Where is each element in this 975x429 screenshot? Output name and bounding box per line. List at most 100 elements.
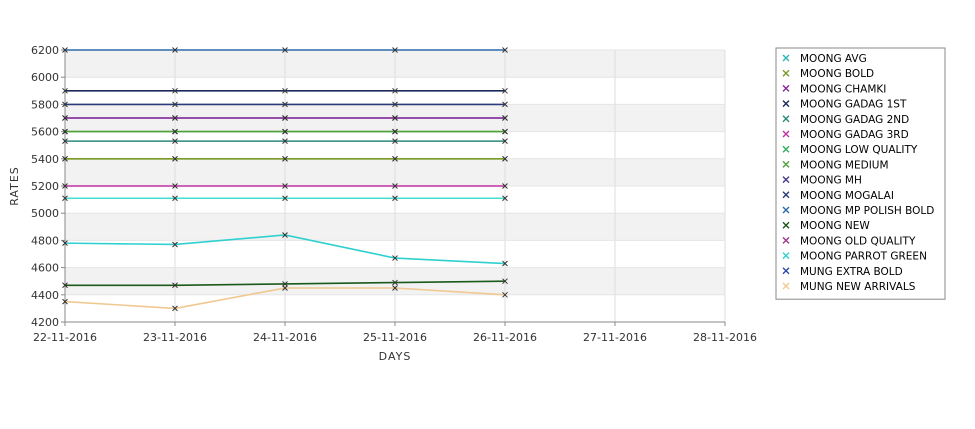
legend-label-mung-new-arrivals: MUNG NEW ARRIVALS: [800, 281, 916, 293]
series-moong-medium-point: [502, 128, 508, 135]
series-moong-new-point: [172, 282, 178, 289]
series-moong-mogalai-point: [502, 101, 508, 108]
extra-series-3-point: [62, 195, 68, 202]
y-tick-label: 4200: [31, 316, 59, 329]
series-moong-mp-polish-bold-point: [502, 47, 508, 53]
series-moong-medium-point: [172, 128, 178, 135]
series-moong-gadag-3rd-point: [392, 183, 398, 189]
series-moong-gadag-2nd-point: [172, 138, 178, 144]
y-tick-label: 4800: [31, 234, 59, 247]
series-moong-mogalai-point: [392, 101, 398, 108]
series-moong-new-point: [282, 281, 288, 287]
series-moong-bold-point: [502, 155, 508, 162]
legend-label-moong-gadag-2nd: MOONG GADAG 2ND: [800, 114, 909, 126]
series-moong-mogalai-point: [172, 101, 178, 108]
series-moong-gadag-2nd-point: [502, 138, 508, 144]
legend-marker-mung-extra-bold: [782, 267, 790, 275]
x-tick-label: 28-11-2016: [693, 331, 757, 344]
y-tick-label: 5200: [31, 180, 59, 193]
series-mung-new-arrivals-point: [502, 291, 508, 298]
series-mung-new-arrivals-point: [62, 298, 68, 305]
extra-series-3-point: [172, 195, 178, 202]
series-moong-bold-point: [62, 155, 68, 162]
x-tick-label: 27-11-2016: [583, 331, 647, 344]
extra-series-3-point: [282, 195, 288, 202]
legend-label-moong-parrot-green: MOONG PARROT GREEN: [800, 251, 927, 263]
series-moong-chamki-point: [172, 115, 178, 121]
x-tick-label: 25-11-2016: [363, 331, 427, 344]
legend-label-moong-old-quality: MOONG OLD QUALITY: [800, 235, 916, 247]
legend-label-moong-new: MOONG NEW: [800, 220, 870, 232]
legend-marker-moong-parrot-green: [782, 252, 790, 260]
series-moong-mp-polish-bold-point: [282, 47, 288, 53]
series-mung-new-arrivals-point: [282, 285, 288, 291]
series-moong-chamki-point: [282, 115, 288, 121]
y-axis-title: RATES: [8, 166, 21, 206]
series-moong-parrot-green-point: [62, 240, 68, 246]
y-tick-label: 4600: [31, 262, 59, 275]
legend-label-moong-low-quality: MOONG LOW QUALITY: [800, 144, 918, 156]
legend-label-moong-gadag-3rd: MOONG GADAG 3RD: [800, 129, 909, 141]
legend-label-moong-mogalai: MOONG MOGALAI: [800, 190, 894, 202]
legend-marker-mung-new-arrivals: [782, 282, 790, 290]
y-tick-label: 5000: [31, 207, 59, 220]
series-moong-parrot-green-point: [502, 260, 508, 267]
series-moong-gadag-1st-point: [62, 87, 68, 94]
series-moong-bold-point: [172, 155, 178, 162]
series-mung-new-arrivals-point: [172, 305, 178, 312]
series-moong-chamki-point: [392, 115, 398, 121]
series-moong-medium-point: [282, 128, 288, 135]
legend-marker-moong-mp-polish-bold: [782, 206, 790, 214]
series-moong-mogalai-point: [282, 101, 288, 108]
series-moong-gadag-1st-point: [502, 87, 508, 94]
legend: MOONG AVG MOONG BOLD MOONG CHAMKI MOONG GAD…: [775, 47, 946, 300]
series-moong-new-point: [392, 279, 398, 286]
series-moong-parrot-green-point: [282, 232, 288, 238]
legend-label-moong-mp-polish-bold: MOONG MP POLISH BOLD: [800, 205, 934, 217]
series-moong-gadag-2nd-point: [282, 138, 288, 144]
series-moong-chamki-point: [502, 115, 508, 121]
legend-marker-moong-mh: [782, 176, 790, 184]
legend-marker-moong-old-quality: [782, 236, 790, 244]
series-moong-bold-point: [392, 155, 398, 162]
y-tick-label: 5800: [31, 98, 59, 111]
legend-marker-moong-medium: [782, 160, 790, 168]
series-moong-gadag-3rd-point: [502, 183, 508, 189]
y-tick-label: 4400: [31, 289, 59, 302]
series-markers: [62, 47, 508, 312]
series-moong-parrot-green-point: [392, 255, 398, 261]
legend-marker-moong-mogalai: [782, 191, 790, 199]
series-moong-gadag-3rd-point: [172, 183, 178, 189]
y-tick-label: 6000: [31, 71, 59, 84]
legend-marker-moong-gadag-2nd: [782, 115, 790, 123]
legend-label-mung-extra-bold: MUNG EXTRA BOLD: [800, 266, 903, 278]
legend-label-moong-avg: MOONG AVG: [800, 53, 867, 65]
series-moong-mp-polish-bold-point: [62, 47, 68, 53]
series-moong-mp-polish-bold-point: [172, 47, 178, 53]
y-tick-label: 6200: [31, 44, 59, 57]
series-moong-medium-point: [62, 128, 68, 135]
legend-box: [775, 47, 946, 300]
series-moong-gadag-1st-point: [282, 87, 288, 94]
series-moong-new-point: [62, 282, 68, 289]
x-tick-label: 26-11-2016: [473, 331, 537, 344]
legend-marker-moong-gadag-1st: [782, 100, 790, 108]
x-tick-label: 22-11-2016: [33, 331, 97, 344]
legend-label-moong-chamki: MOONG CHAMKI: [800, 83, 886, 95]
legend-label-moong-mh: MOONG MH: [800, 175, 862, 187]
legend-label-moong-medium: MOONG MEDIUM: [800, 159, 889, 171]
series-moong-mogalai-point: [62, 101, 68, 108]
legend-marker-moong-bold: [782, 69, 790, 77]
series-moong-parrot-green-point: [172, 241, 178, 248]
legend-marker-moong-avg: [782, 54, 790, 62]
series-moong-gadag-2nd-point: [392, 138, 398, 144]
series-moong-gadag-3rd-point: [282, 183, 288, 189]
series-mung-new-arrivals-point: [392, 285, 398, 291]
y-tick-label: 5600: [31, 126, 59, 139]
legend-marker-moong-chamki: [782, 84, 790, 92]
series-moong-chamki-point: [62, 115, 68, 121]
series-moong-gadag-3rd-point: [62, 183, 68, 189]
x-axis-title: DAYS: [379, 350, 412, 363]
y-tick-label: 5400: [31, 153, 59, 166]
